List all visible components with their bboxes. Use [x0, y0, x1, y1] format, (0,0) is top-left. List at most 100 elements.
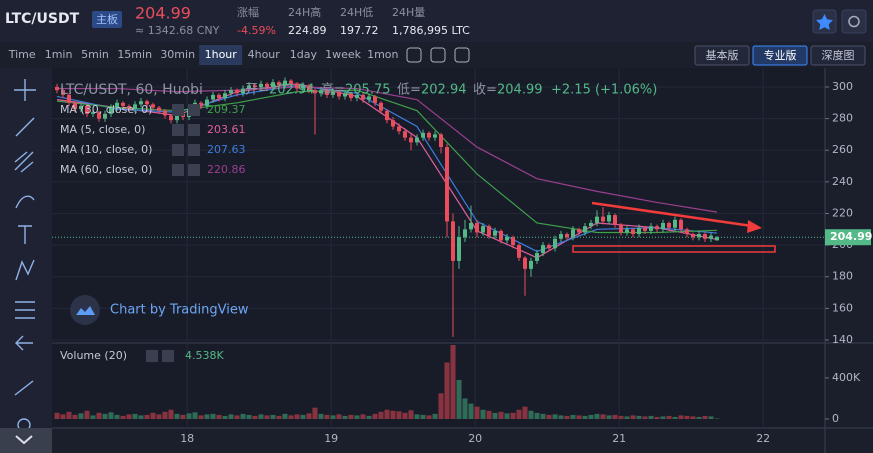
- ma-legend-settings[interactable]: [172, 124, 184, 136]
- ma-legend-close[interactable]: [188, 164, 200, 176]
- candle: [61, 88, 65, 99]
- ma-legend-close[interactable]: [188, 104, 200, 116]
- trendline-tool[interactable]: [15, 117, 35, 137]
- interval-button[interactable]: 1day: [290, 48, 318, 61]
- candle-body: [175, 113, 179, 121]
- candle: [655, 224, 659, 233]
- candle: [607, 211, 611, 225]
- view-button-box[interactable]: [752, 45, 808, 66]
- volume-bar: [702, 415, 708, 419]
- fib-tool[interactable]: [14, 151, 34, 173]
- candle-body: [157, 107, 161, 111]
- volume-bar: [630, 415, 636, 419]
- volume-bar: [138, 415, 144, 419]
- back-tool[interactable]: [15, 335, 33, 351]
- measure-tool[interactable]: [15, 301, 35, 319]
- fullscreen-button[interactable]: [454, 47, 470, 63]
- interval-button[interactable]: Time: [8, 48, 36, 61]
- badge[interactable]: 主板: [96, 12, 118, 26]
- candle-body: [577, 229, 581, 233]
- compare-button[interactable]: [430, 47, 446, 63]
- x-tick-label: 20: [468, 432, 482, 445]
- candle: [667, 221, 671, 231]
- ma-legend-close[interactable]: [188, 124, 200, 136]
- candle-body: [493, 230, 497, 236]
- stat-label: 涨幅: [237, 6, 259, 19]
- volume-close[interactable]: [162, 350, 174, 362]
- candle-body: [397, 126, 401, 132]
- brush-tool[interactable]: [15, 195, 35, 209]
- ma-legend-settings[interactable]: [172, 104, 184, 116]
- interval-button[interactable]: 4hour: [248, 48, 281, 61]
- badge-box[interactable]: [92, 11, 122, 28]
- candle-body: [319, 90, 323, 94]
- candle-body: [625, 229, 629, 233]
- candle: [283, 77, 287, 89]
- arrow-head: [747, 220, 762, 233]
- volume-bar: [240, 413, 246, 419]
- crosshair-tool[interactable]: [14, 79, 36, 101]
- interval-button[interactable]: 30min: [160, 48, 195, 61]
- ma-legend-settings[interactable]: [172, 164, 184, 176]
- volume-bar: [672, 416, 678, 419]
- candle: [565, 232, 569, 241]
- volume-settings[interactable]: [146, 350, 158, 362]
- volume-bar: [696, 416, 702, 419]
- candle: [199, 101, 203, 110]
- candle: [427, 131, 431, 141]
- volume-bar: [390, 410, 396, 419]
- pattern-tool[interactable]: [15, 259, 35, 281]
- y-tick-label: 160: [832, 301, 853, 314]
- volume-bar: [78, 413, 84, 419]
- ma-legend-value: 220.86: [207, 163, 246, 176]
- candle: [409, 134, 413, 151]
- candle-body: [607, 215, 611, 222]
- candle-body: [517, 245, 521, 258]
- view-button-box[interactable]: [694, 45, 750, 66]
- candle: [79, 102, 83, 113]
- candle: [145, 99, 149, 108]
- volume-bar: [678, 415, 684, 419]
- settings-button[interactable]: [406, 47, 422, 63]
- interval-button[interactable]: 1mon: [367, 48, 398, 61]
- volume-bar: [480, 409, 486, 419]
- volume-bar: [570, 414, 576, 419]
- volume-bar: [582, 415, 588, 419]
- volume-bar: [348, 414, 354, 419]
- candle: [169, 113, 173, 124]
- ma-legend-close[interactable]: [188, 144, 200, 156]
- candle: [715, 236, 719, 241]
- view-button[interactable]: 专业版: [764, 48, 797, 62]
- candle-body: [127, 105, 131, 110]
- candle-body: [85, 105, 89, 114]
- ma-legend-settings[interactable]: [172, 144, 184, 156]
- view-button[interactable]: 深度图: [822, 48, 855, 62]
- theme-button[interactable]: [841, 9, 867, 34]
- candle: [103, 110, 107, 122]
- volume-bar: [216, 414, 222, 419]
- volume-bar: [468, 403, 474, 419]
- candle-body: [103, 113, 107, 119]
- text-tool[interactable]: [18, 225, 32, 244]
- volume-bar: [396, 411, 402, 419]
- view-button[interactable]: 基本版: [706, 48, 739, 62]
- interval-button[interactable]: 1week: [325, 48, 362, 61]
- interval-button[interactable]: 5min: [81, 48, 109, 61]
- interval-button[interactable]: 1min: [45, 48, 73, 61]
- chart-area: [52, 68, 825, 428]
- volume-bar: [270, 414, 276, 419]
- candle-body: [367, 96, 371, 100]
- interval-button[interactable]: 1hour: [205, 48, 238, 61]
- ruler-tool[interactable]: [14, 380, 34, 396]
- candle-body: [685, 229, 689, 235]
- candle: [157, 105, 161, 114]
- candle: [685, 227, 689, 238]
- candle-body: [667, 222, 671, 228]
- interval-button[interactable]: 15min: [117, 48, 152, 61]
- interval-active[interactable]: [199, 45, 243, 65]
- volume-bar: [498, 411, 504, 419]
- last-price: 204.99: [135, 4, 191, 23]
- tv-logo-mark: [76, 306, 95, 315]
- candle-body: [289, 80, 293, 84]
- view-button-box[interactable]: [810, 45, 866, 66]
